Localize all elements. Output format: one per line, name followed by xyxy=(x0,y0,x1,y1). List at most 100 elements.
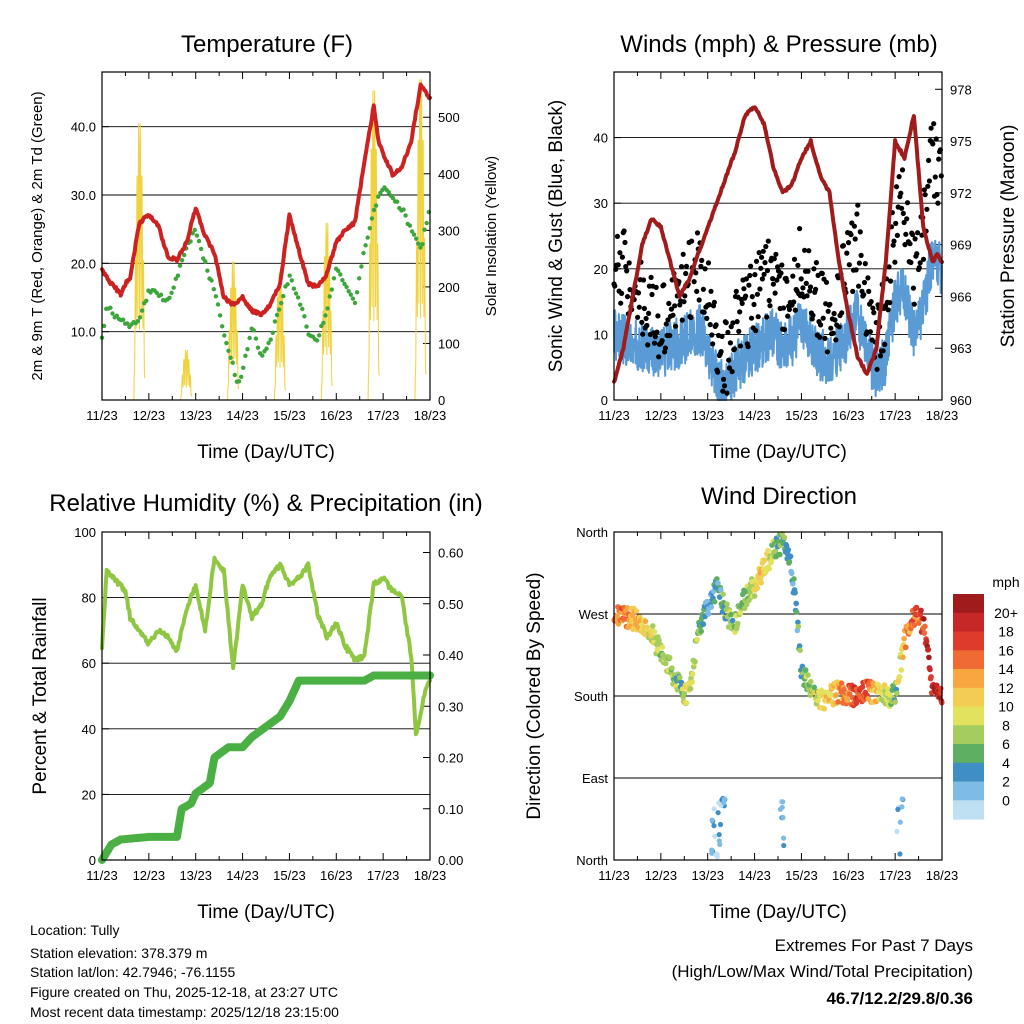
gust-dot xyxy=(653,284,659,290)
dewpoint-dot xyxy=(158,292,164,297)
gust-dot xyxy=(652,334,658,340)
colorbar-swatch xyxy=(953,744,984,764)
gust-dot xyxy=(893,220,899,226)
gust-dot xyxy=(780,305,787,311)
gust-dot xyxy=(890,242,896,248)
gust-dot xyxy=(820,315,826,321)
humidity-y-tick-label: 0 xyxy=(89,853,96,868)
wind-direction-dot xyxy=(780,815,786,821)
humidity-y2-tick-label: 0.00 xyxy=(438,853,463,868)
gust-dot xyxy=(907,241,913,247)
extremes-subtitle: (High/Low/Max Wind/Total Precipitation) xyxy=(672,962,973,981)
dewpoint-dot xyxy=(331,276,337,281)
gust-dot xyxy=(926,178,933,184)
colorbar-swatch xyxy=(953,725,984,745)
dewpoint-dot xyxy=(270,330,275,335)
wind-direction-dot xyxy=(737,609,744,616)
gust-dot xyxy=(899,205,905,211)
dewpoint-dot xyxy=(346,289,351,294)
humidity-y-tick-label: 100 xyxy=(74,525,96,540)
wind-direction-dot xyxy=(791,576,797,582)
solar-insolation-spike xyxy=(273,272,286,401)
wind-direction-dot xyxy=(717,821,724,828)
wind-direction-dot xyxy=(897,819,903,825)
gust-dot xyxy=(861,279,868,286)
wind-direction-dot xyxy=(827,691,834,698)
wind-direction-dot xyxy=(650,623,656,629)
gust-dot xyxy=(627,287,633,293)
dewpoint-dot xyxy=(198,246,204,252)
gust-dot xyxy=(914,251,920,257)
gust-dot xyxy=(679,317,685,323)
gust-dot xyxy=(828,325,834,331)
wind-direction-dot xyxy=(859,684,866,690)
wind-direction-dot xyxy=(777,551,783,558)
humidity-y2-tick-label: 0.60 xyxy=(438,546,463,561)
dewpoint-dot xyxy=(253,336,259,341)
wind-direction-dot xyxy=(758,575,764,581)
gust-dot xyxy=(635,314,641,320)
gust-dot xyxy=(678,264,685,270)
gust-dot xyxy=(797,226,803,232)
humidity-y2-tick-label: 0.20 xyxy=(438,751,463,766)
dewpoint-dot xyxy=(314,338,320,343)
wind-direction-dot xyxy=(795,623,802,630)
wind-direction-plot-frame xyxy=(613,531,943,861)
gust-dot xyxy=(759,276,766,282)
gust-dot xyxy=(781,327,788,333)
solar-insolation-spike xyxy=(227,261,239,401)
colorbar-swatch xyxy=(953,687,984,708)
temperature-x-tick-label: 12/23 xyxy=(133,408,166,423)
dewpoint-dot xyxy=(211,287,216,292)
gust-dot xyxy=(718,349,724,355)
dewpoint-dot xyxy=(319,323,324,329)
dewpoint-dot xyxy=(416,241,421,246)
wind-direction-dot xyxy=(758,580,765,586)
dewpoint-dot xyxy=(268,337,273,342)
gust-dot xyxy=(720,388,726,394)
dewpoint-dot xyxy=(264,346,269,351)
colorbar-swatch xyxy=(953,800,984,820)
dewpoint-dot xyxy=(255,345,261,350)
wind-direction-dot xyxy=(916,620,922,626)
dewpoint-dot xyxy=(274,312,280,318)
gust-dot xyxy=(662,349,668,355)
gust-dot xyxy=(764,267,771,274)
gust-dot xyxy=(888,278,894,284)
dewpoint-dot xyxy=(260,353,265,358)
gust-dot xyxy=(898,190,904,196)
gust-dot xyxy=(924,206,930,212)
winds-y2-label: Station Pressure (Maroon) xyxy=(998,125,1019,348)
gust-dot xyxy=(852,236,858,242)
wind-direction-dot xyxy=(896,674,903,680)
dewpoint-dot xyxy=(395,199,400,204)
dewpoint-dot xyxy=(272,319,278,324)
temperature-y2-tick-label: 0 xyxy=(438,393,445,408)
gust-dot xyxy=(931,121,937,127)
gust-dot xyxy=(622,239,628,246)
wind-direction-dot xyxy=(913,604,920,611)
wind-direction-dot xyxy=(700,621,707,627)
dewpoint-dot xyxy=(291,286,297,291)
dewpoint-dot xyxy=(167,295,172,300)
wind-direction-dot xyxy=(715,580,721,586)
gust-dot xyxy=(857,229,863,235)
winds-y-label: Sonic Wind & Gust (Blue, Black) xyxy=(546,100,567,372)
wind-direction-dot xyxy=(802,667,809,673)
gust-dot xyxy=(691,279,697,285)
wind-direction-dot xyxy=(793,609,800,615)
wind-direction-dot xyxy=(779,804,785,810)
dewpoint-dot xyxy=(135,319,140,324)
gust-dot xyxy=(933,136,939,142)
wind-direction-dot xyxy=(788,570,795,577)
gust-dot xyxy=(850,288,856,294)
colorbar-title: mph xyxy=(992,574,1019,590)
winds-x-tick-label: 11/23 xyxy=(598,408,630,423)
wind-direction-dot xyxy=(899,796,905,802)
dewpoint-dot xyxy=(302,314,307,319)
gust-dot xyxy=(784,278,790,284)
wind-direction-dot xyxy=(659,644,666,650)
solar-insolation-spike xyxy=(180,349,193,401)
gust-dot xyxy=(930,141,936,147)
